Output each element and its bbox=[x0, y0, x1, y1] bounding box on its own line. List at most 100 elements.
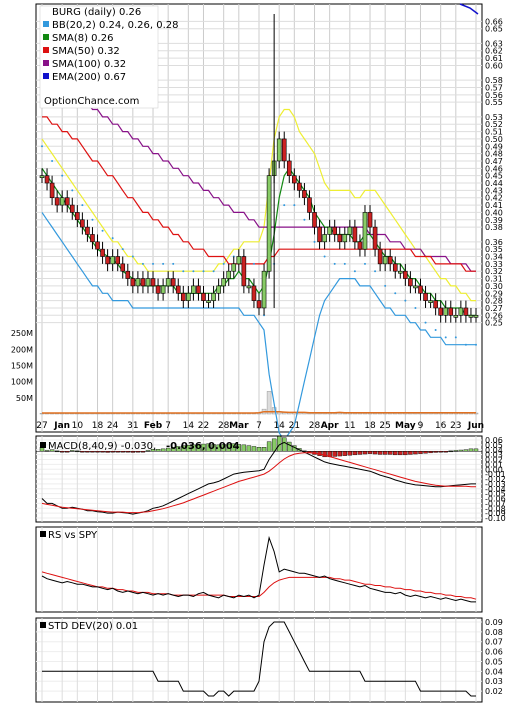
candle-body bbox=[266, 175, 272, 272]
macd-hist-bar bbox=[377, 451, 383, 455]
candle-body bbox=[221, 278, 226, 287]
rs-line bbox=[41, 535, 476, 603]
price-tick-label: 0.38 bbox=[485, 223, 503, 232]
std-tick-label: 0.06 bbox=[485, 648, 503, 657]
sma100-line bbox=[42, 79, 476, 272]
candle-body bbox=[433, 300, 438, 309]
x-tick-label: 24 bbox=[107, 421, 119, 431]
candle-body bbox=[160, 285, 166, 294]
volume-bar bbox=[266, 391, 272, 415]
macd-signal-line bbox=[41, 452, 476, 514]
price-tick-label: 0.65 bbox=[485, 25, 503, 34]
std-tick-label: 0.09 bbox=[485, 618, 503, 627]
volume-tick-label: 250M bbox=[11, 329, 33, 338]
sar-dot bbox=[202, 270, 205, 273]
macd-tick-label: 0.06 bbox=[485, 436, 503, 445]
bb-upper-line bbox=[41, 108, 476, 302]
candle-body bbox=[75, 212, 80, 221]
candle-body bbox=[463, 307, 469, 316]
candle-body bbox=[443, 307, 449, 316]
candle-body bbox=[347, 226, 353, 235]
sar-dot bbox=[41, 145, 43, 148]
price-tick-label: 0.61 bbox=[485, 54, 503, 63]
x-tick-label: Jan bbox=[53, 421, 70, 431]
sar-dot bbox=[131, 255, 134, 258]
legend-swatch bbox=[43, 60, 49, 66]
candle-body bbox=[448, 307, 454, 316]
x-tick-label: 16 bbox=[435, 421, 447, 431]
x-tick-label: 18 bbox=[92, 421, 104, 431]
sar-dot bbox=[91, 218, 94, 221]
macd-hist-bar bbox=[398, 451, 403, 456]
x-tick-label: 21 bbox=[289, 421, 300, 431]
macd-hist-bar bbox=[347, 451, 353, 456]
candle-body bbox=[403, 270, 408, 279]
sar-dot bbox=[222, 262, 225, 265]
candle-body bbox=[241, 256, 247, 287]
macd-tick-label: -0.01 bbox=[485, 470, 506, 479]
candle-body bbox=[150, 278, 156, 287]
sar-dot bbox=[101, 229, 104, 232]
price-tick-label: 0.32 bbox=[485, 267, 503, 276]
bb-lower-line bbox=[41, 212, 476, 442]
candle-body bbox=[372, 226, 378, 250]
candle-body bbox=[211, 292, 216, 301]
sar-dot bbox=[141, 262, 144, 265]
candle-body bbox=[90, 234, 95, 243]
sar-dot bbox=[182, 270, 185, 273]
std-title: STD DEV(20) 0.01 bbox=[48, 621, 138, 632]
sar-dot bbox=[333, 262, 336, 265]
candle-body bbox=[44, 175, 50, 184]
price-tick-label: 0.33 bbox=[485, 260, 503, 269]
candle-body bbox=[246, 285, 252, 289]
macd-tick-label: 0.05 bbox=[485, 441, 503, 450]
candle-body bbox=[130, 278, 136, 287]
sar-dot bbox=[303, 218, 306, 221]
candle-body bbox=[292, 175, 297, 184]
macd-hist-bar bbox=[393, 451, 398, 456]
candle-body bbox=[342, 234, 348, 243]
macd-hist-bar bbox=[266, 441, 272, 452]
legend-label: SMA(8) 0.26 bbox=[52, 33, 113, 44]
sar-dot bbox=[384, 284, 387, 287]
price-tick-label: 0.66 bbox=[485, 17, 503, 26]
candle-body bbox=[95, 241, 100, 250]
candle-body bbox=[423, 292, 428, 301]
legend-swatch bbox=[43, 73, 49, 79]
std-tick-label: 0.03 bbox=[485, 677, 503, 686]
candle-body bbox=[140, 278, 146, 287]
volume-tick-label: 100M bbox=[11, 378, 33, 387]
sar-dot bbox=[111, 237, 114, 240]
watermark-text: OptionChance.com bbox=[44, 96, 139, 107]
macd-tick-label: -0.06 bbox=[485, 495, 506, 504]
sar-dot bbox=[212, 270, 215, 273]
std-tick-label: 0.04 bbox=[485, 667, 503, 676]
x-tick-label: 18 bbox=[364, 421, 376, 431]
candle-body bbox=[367, 212, 373, 228]
volume-tick-label: 50M bbox=[16, 394, 33, 403]
rs-title: RS vs SPY bbox=[48, 530, 98, 541]
candle-body bbox=[175, 285, 181, 294]
sar-dot bbox=[363, 262, 366, 265]
x-tick-label: 25 bbox=[379, 421, 390, 431]
candle-body bbox=[276, 138, 282, 162]
legend-swatch bbox=[43, 34, 49, 40]
candle-body bbox=[186, 292, 191, 301]
price-tick-label: 0.42 bbox=[485, 194, 503, 203]
candle-body bbox=[256, 300, 262, 309]
macd-tick-label: -0.03 bbox=[485, 480, 506, 489]
macd-hist-bar bbox=[372, 451, 378, 455]
std-tick-label: 0.07 bbox=[485, 638, 503, 647]
sar-dot bbox=[81, 204, 84, 207]
sar-dot bbox=[343, 262, 346, 265]
candle-body bbox=[80, 219, 85, 228]
x-tick-label: 7 bbox=[256, 421, 262, 431]
sar-dot bbox=[414, 306, 417, 309]
macd-hist-bar bbox=[367, 451, 373, 454]
sar-dot bbox=[61, 174, 64, 177]
sar-dot bbox=[394, 292, 397, 295]
price-tick-label: 0.25 bbox=[485, 319, 503, 328]
price-tick-label: 0.47 bbox=[485, 157, 503, 166]
candle-body bbox=[226, 270, 232, 279]
legend-box bbox=[39, 5, 159, 109]
